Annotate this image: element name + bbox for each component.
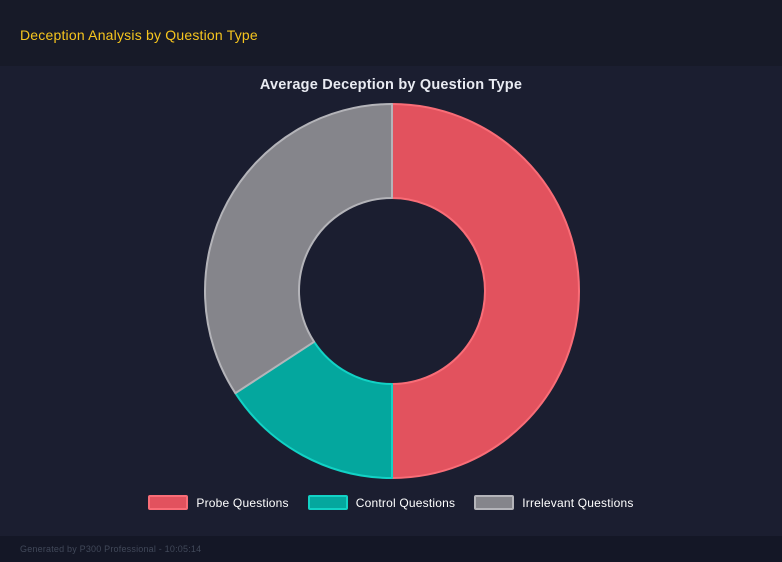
- legend-label: Control Questions: [355, 495, 456, 510]
- legend-item-probe-questions[interactable]: Probe Questions: [148, 495, 289, 510]
- donut-segment-irrelevant-questions[interactable]: [204, 103, 393, 395]
- footer-text: Generated by P300 Professional - 10:05:1…: [20, 544, 202, 554]
- footer-bar: Generated by P300 Professional - 10:05:1…: [0, 536, 782, 562]
- donut-segment-probe-questions[interactable]: [391, 103, 580, 479]
- legend-swatch-icon: [474, 495, 515, 510]
- donut-segment-control-questions[interactable]: [234, 340, 393, 479]
- chart-legend: Probe Questions Control Questions Irrele…: [0, 495, 782, 510]
- legend-item-control-questions[interactable]: Control Questions: [307, 495, 456, 510]
- legend-swatch-icon: [148, 495, 189, 510]
- page-title: Deception Analysis by Question Type: [20, 27, 258, 43]
- legend-label: Irrelevant Questions: [522, 495, 634, 510]
- legend-swatch-icon: [307, 495, 348, 510]
- chart-title: Average Deception by Question Type: [259, 77, 523, 93]
- doughnut-chart: [204, 103, 580, 479]
- legend-item-irrelevant-questions[interactable]: Irrelevant Questions: [474, 495, 633, 510]
- legend-label: Probe Questions: [196, 495, 289, 510]
